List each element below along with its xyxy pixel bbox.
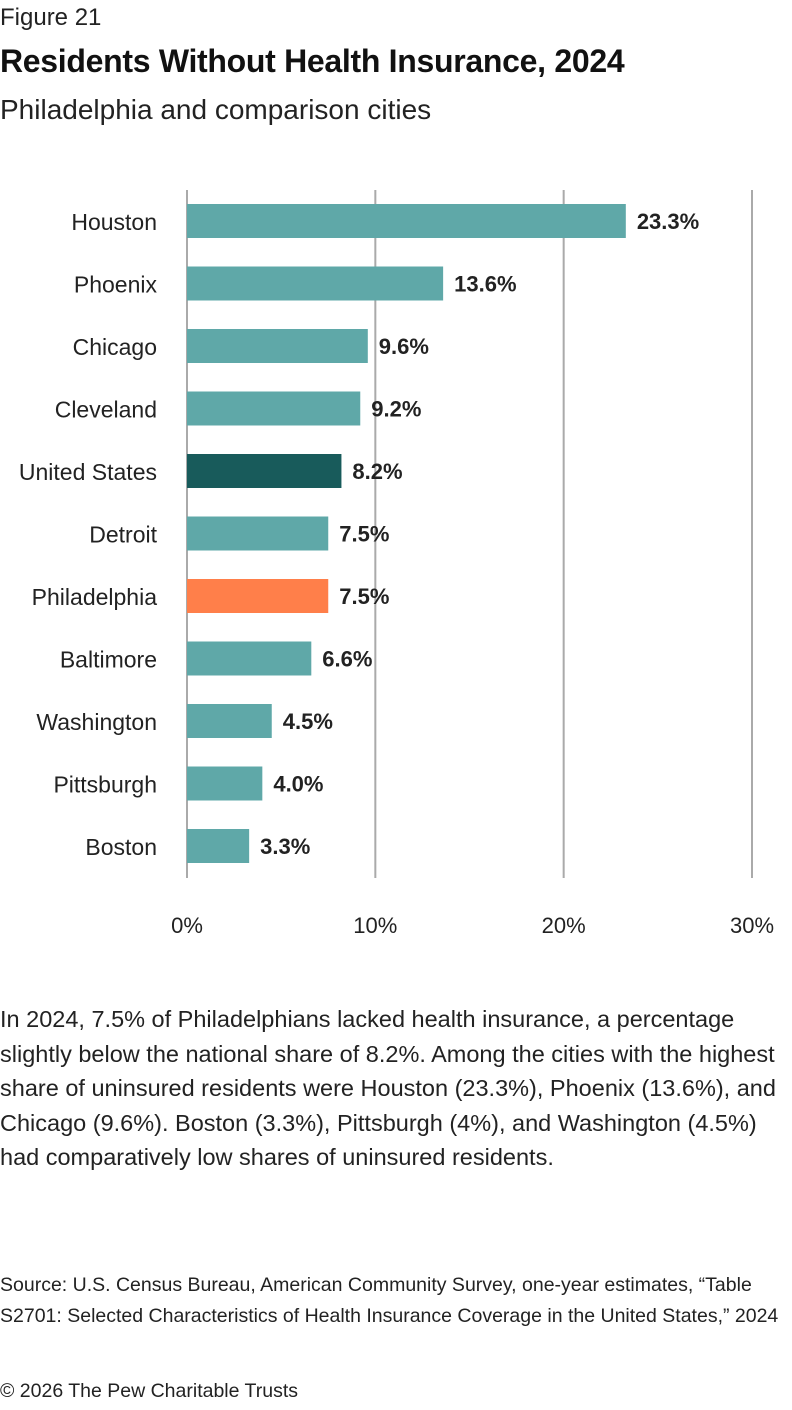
chart-title: Residents Without Health Insurance, 2024 — [0, 43, 625, 79]
copyright: © 2026 The Pew Charitable Trusts — [0, 1380, 298, 1402]
data-label: 6.6% — [322, 647, 372, 672]
bar-washington — [187, 704, 272, 738]
data-label: 13.6% — [454, 272, 516, 297]
category-label: Philadelphia — [32, 584, 158, 610]
bar-detroit — [187, 516, 329, 551]
data-label: 7.5% — [339, 522, 389, 547]
x-tick-label: 20% — [542, 913, 586, 938]
x-tick-label: 0% — [171, 913, 203, 938]
x-tick-label: 10% — [353, 913, 397, 938]
category-label: Washington — [36, 709, 157, 735]
category-label: Phoenix — [74, 272, 158, 298]
bar-boston — [187, 829, 250, 863]
bar-cleveland — [187, 391, 361, 426]
bar-houston — [187, 204, 626, 238]
category-label: Boston — [85, 834, 157, 860]
category-label: Houston — [71, 209, 157, 235]
data-label: 4.5% — [283, 709, 333, 734]
source-note: Source: U.S. Census Bureau, American Com… — [0, 1274, 779, 1327]
body-text: In 2024, 7.5% of Philadelphians lacked h… — [0, 1006, 776, 1170]
bar-baltimore — [187, 641, 312, 676]
chart-subtitle: Philadelphia and comparison cities — [0, 94, 432, 125]
figure-label: Figure 21 — [0, 4, 102, 31]
x-tick-label: 30% — [730, 913, 774, 938]
category-label: Baltimore — [60, 647, 157, 673]
category-label: Detroit — [89, 522, 157, 548]
bar-united-states — [187, 454, 342, 488]
data-label: 3.3% — [260, 834, 310, 859]
data-label: 7.5% — [339, 584, 389, 609]
bar-chart: 0% 10% 20% 30% Houston 23.3% Phoenix 13.6% Chica… — [19, 190, 774, 938]
category-label: Chicago — [73, 334, 157, 360]
bar-pittsburgh — [187, 766, 263, 801]
category-label: Pittsburgh — [53, 772, 157, 798]
data-label: 9.2% — [371, 397, 421, 422]
data-label: 9.6% — [379, 334, 429, 359]
bar-chicago — [187, 329, 368, 363]
data-label: 23.3% — [637, 209, 699, 234]
bar-philadelphia — [187, 579, 329, 613]
data-label: 4.0% — [273, 772, 323, 797]
category-label: United States — [19, 459, 157, 485]
data-label: 8.2% — [352, 459, 402, 484]
category-label: Cleveland — [55, 397, 157, 423]
bar-phoenix — [187, 266, 444, 301]
